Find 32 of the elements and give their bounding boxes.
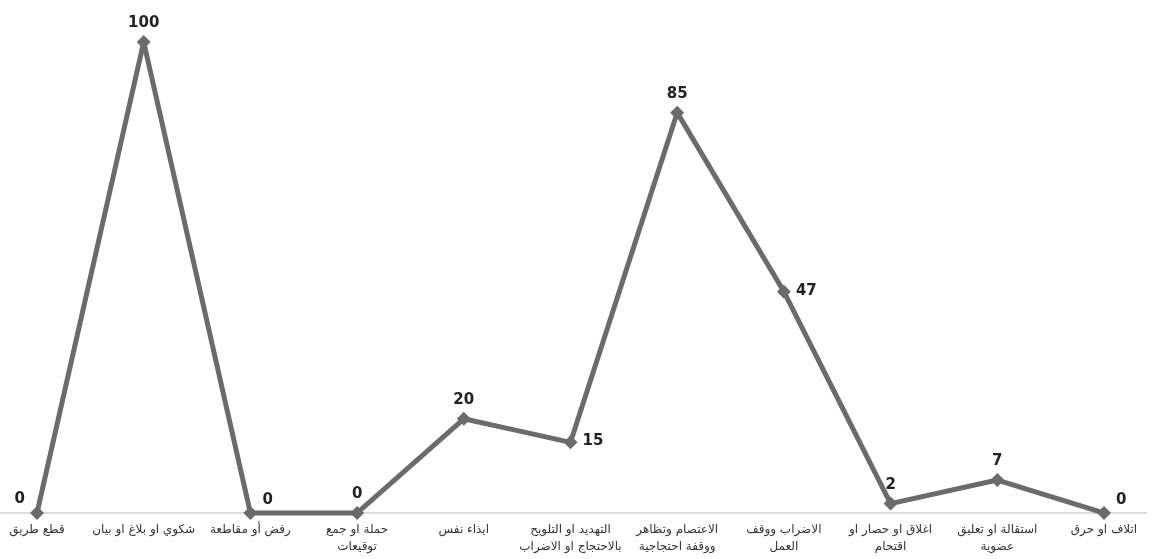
x-tick-label: استقالة او تعليق عضوية (957, 522, 1038, 554)
data-label: 100 (128, 13, 160, 31)
x-tick-label: الاضراب ووقف العمل (746, 522, 822, 553)
point (776, 284, 791, 299)
data-label: 47 (795, 280, 817, 299)
x-tick-label: حملة او جمع توقيعات (325, 522, 389, 554)
point (563, 435, 578, 450)
x-tick-label: اتلاف او حرق (1070, 522, 1138, 537)
point (670, 105, 685, 120)
data-label: 0 (262, 490, 273, 508)
data-label: 2 (885, 474, 896, 493)
data-label: 0 (351, 484, 363, 502)
point (1097, 506, 1111, 520)
data-label: 20 (453, 389, 475, 408)
data-label: 7 (992, 451, 1003, 470)
data-label: 85 (666, 83, 688, 102)
data-label: 0 (1116, 490, 1127, 508)
x-tick-label: التهديد او التلويح بالاحتجاج او الاضراب (519, 522, 622, 554)
x-tick-label: ايذاء نفس (438, 522, 490, 537)
data-label: 0 (14, 489, 25, 507)
x-tick-label: الاعتصام وتظاهر ووقفة احتجاجية (635, 522, 719, 554)
point (243, 506, 258, 520)
point (456, 411, 471, 426)
x-tick-label: شكوي او بلاغ او بيان (92, 522, 196, 537)
data-label: 15 (582, 431, 604, 450)
x-tick-label: رفض أو مقاطعة (209, 521, 292, 537)
point (350, 506, 365, 520)
x-tick-label: اغلاق او حصار او اقتحام (848, 522, 933, 553)
point (990, 473, 1005, 488)
point (30, 506, 44, 520)
point (883, 496, 898, 511)
x-tick-label: قطع طريق (9, 522, 65, 537)
